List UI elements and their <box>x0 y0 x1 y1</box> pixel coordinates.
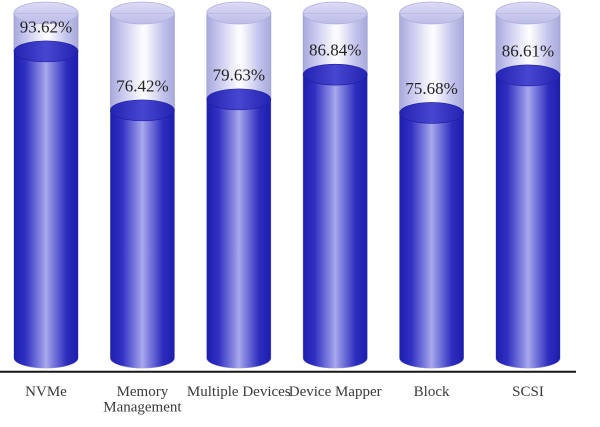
bar-fill-top-cap <box>110 99 175 122</box>
category-label-line: SCSI <box>512 384 544 400</box>
bar-group: 86.61% <box>495 1 561 369</box>
bar-value-label: 75.68% <box>405 79 457 98</box>
category-labels-layer: NVMe Memory Management Multiple DevicesDevi… <box>25 384 544 416</box>
bar-group: 93.62% <box>13 1 79 369</box>
category-label-line: Management <box>103 400 182 416</box>
bar-group: 86.84% <box>302 1 368 369</box>
bar-fill-top-cap <box>302 63 368 86</box>
bar-group: 75.68% <box>399 1 465 369</box>
bar-tube-top-cap <box>399 1 465 25</box>
category-label: Multiple Devices <box>187 384 291 400</box>
bar-fill <box>14 51 78 369</box>
bar-value-label: 86.84% <box>309 41 361 60</box>
category-label: Memory Management <box>103 384 182 416</box>
bar-fill-top-cap <box>206 88 272 111</box>
category-label-line: Device Mapper <box>289 384 382 400</box>
bar-group: 76.42% <box>109 1 175 369</box>
bar-tube-top-cap <box>13 1 79 25</box>
category-label-line: Multiple Devices <box>187 384 291 400</box>
bar-tube-top-cap <box>495 1 561 25</box>
bar-fill <box>303 74 368 369</box>
bar-fill <box>206 99 271 368</box>
bar-fill-top-cap <box>399 102 464 124</box>
category-label: NVMe <box>25 384 67 400</box>
category-label-line: NVMe <box>25 384 67 400</box>
category-label: Device Mapper <box>289 384 382 400</box>
category-label-line: Memory <box>117 384 169 400</box>
bar-fill <box>496 75 560 368</box>
bar-value-label: 86.61% <box>502 41 554 60</box>
bar-tube-top-cap <box>109 1 175 25</box>
bar-value-label: 93.62% <box>20 17 72 36</box>
bar-value-label: 76.42% <box>116 76 168 95</box>
bar-value-label: 79.63% <box>213 65 265 84</box>
bar-tube-top-cap <box>206 1 272 25</box>
bar-fill-top-cap <box>13 40 79 63</box>
bars-layer: 93.62% 76.42% 79.63% 86.84% 75.68% 86.61% <box>13 1 561 369</box>
bar-group: 79.63% <box>206 1 272 369</box>
bar-fill <box>399 112 464 368</box>
bar-fill-top-cap <box>495 64 561 87</box>
category-label: SCSI <box>512 384 544 400</box>
category-label-line: Block <box>414 384 450 400</box>
bar-fill <box>110 110 175 368</box>
bar-tube-top-cap <box>302 1 368 25</box>
category-label: Block <box>414 384 450 400</box>
